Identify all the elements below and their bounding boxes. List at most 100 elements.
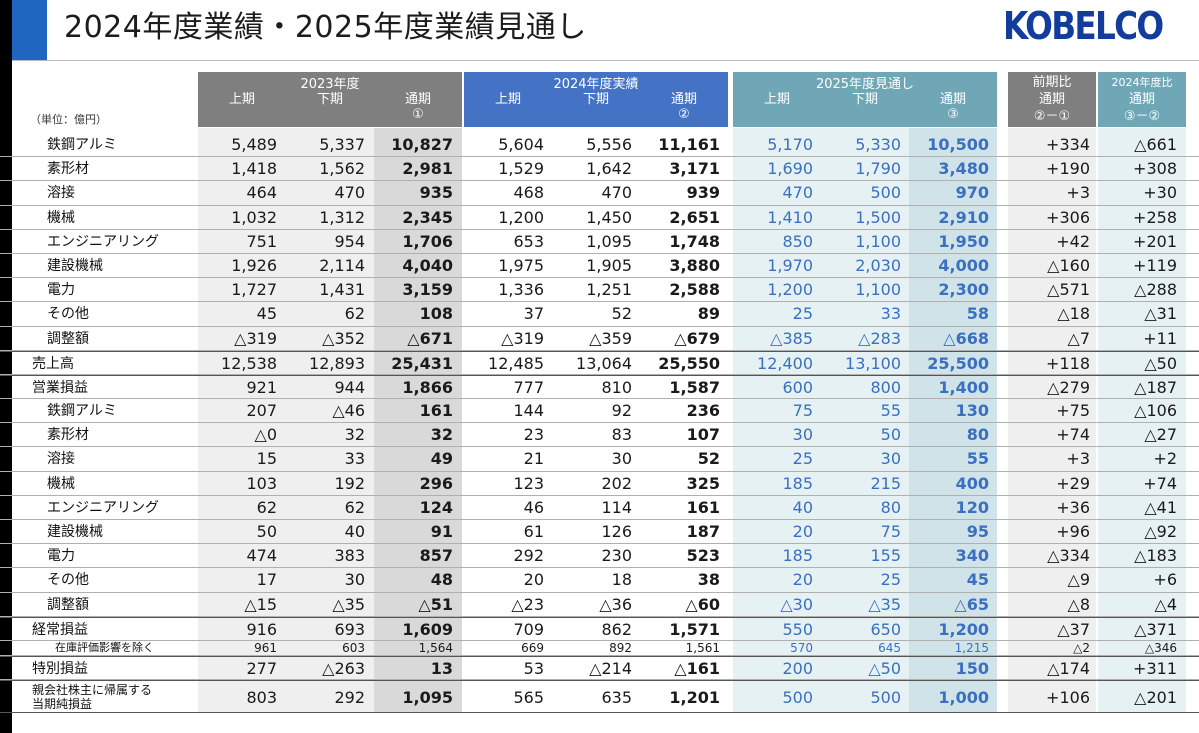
table-cell: 46 [523,497,544,517]
header-prev-diff-sub2: ②－① [1033,109,1071,124]
table-cell: △51 [418,594,453,614]
table-cell: 12,538 [221,353,277,373]
table-cell: 1,418 [231,159,277,179]
table-cell: 550 [782,619,813,639]
table-cell: 635 [601,688,632,708]
table-cell: 185 [782,473,813,493]
title-accent-bar [12,0,47,60]
table-cell: 1,561 [685,640,720,655]
table-cell: +118 [1046,353,1090,373]
table-cell: 1,336 [498,280,544,300]
table-cell: △35 [332,594,365,614]
table-cell: +119 [1133,255,1177,275]
table-cell: 12,485 [488,353,544,373]
table-cell: +311 [1133,658,1177,678]
table-cell: 1,790 [855,159,901,179]
row-label: 親会社株主に帰属する 当期純損益 [32,683,152,711]
table-cell: 126 [601,522,632,541]
table-cell: 103 [246,473,277,493]
table-cell: 810 [601,377,632,397]
table-cell: 3,171 [669,159,720,179]
row-label: 溶接 [47,185,75,202]
table-cell: 3,159 [402,280,453,300]
table-cell: 1,215 [954,640,989,655]
table-cell: 10,827 [391,135,453,154]
table-cell: 55 [966,449,989,469]
table-cell: △30 [780,594,813,614]
table-cell: 20 [792,522,813,541]
table-cell: +2 [1153,449,1177,469]
table-cell: 4,040 [402,255,453,275]
table-cell: 1,748 [669,231,720,251]
table-row: エンジニアリング 62 62 124 46 114 161 40 80 120 +36 △41 [0,496,1199,520]
table-cell: 1,431 [319,280,365,300]
table-cell: 18 [611,570,632,590]
table-cell: △2 [1073,640,1090,655]
table-cell: +190 [1046,159,1090,179]
header-fy-diff: 2024年度比 通期 ③－② [1098,72,1186,127]
table-cell: △4 [1154,594,1177,614]
table-cell: △352 [322,328,365,348]
table-cell: 470 [334,183,365,203]
table-cell: △661 [1134,135,1177,154]
table-cell: 693 [334,619,365,639]
table-row: 溶接 15 33 49 21 30 52 25 30 55 +3 +2 [0,447,1199,472]
table-cell: △174 [1047,658,1090,678]
table-cell: △279 [1047,377,1090,397]
table-cell: +201 [1133,231,1177,251]
table-cell: △37 [1057,619,1090,639]
table-cell: 1,200 [498,207,544,227]
prev-diff-column-bg [1008,128,1096,713]
row-label-line1: 親会社株主に帰属する [32,683,153,698]
table-cell: 11,161 [658,135,720,154]
table-cell: 1,200 [938,619,989,639]
row-label: エンジニアリング [47,499,159,516]
table-cell: 89 [697,304,720,324]
table-cell: 669 [521,640,544,655]
table-cell: 1,500 [855,207,901,227]
table-cell: 2,300 [938,280,989,300]
header-prev-diff-title: 前期比 [1032,75,1072,90]
header-fy2024-full: 通期 ② [640,92,728,122]
row-label: 経常損益 [32,621,88,638]
table-cell: 21 [523,449,544,469]
table-cell: 62 [256,497,277,517]
table-cell: +3 [1066,449,1090,469]
table-cell: +30 [1143,183,1177,203]
table-cell: △160 [1047,255,1090,275]
header-fy2024-h2: 下期 [582,92,609,107]
table-cell: 55 [880,401,901,421]
table-cell: 10,500 [927,135,989,154]
table-row: 電力 1,727 1,431 3,159 1,336 1,251 2,588 1,200 1,1… [0,278,1199,303]
table-cell: 1,095 [402,688,453,708]
table-cell: 1,564 [418,640,453,655]
header-fy2024: 2024年度実績 上期 下期 通期 ② [464,72,728,127]
table-cell: 650 [870,619,901,639]
table-cell: 91 [430,522,453,541]
table-cell: 49 [430,449,453,469]
table-cell: △161 [674,658,720,678]
row-label: エンジニアリング [47,233,159,250]
table-cell: 500 [782,688,813,708]
table-cell: 970 [955,183,989,203]
table-row: 特別損益 277 △263 13 53 △214 △161 200 △50 150 △174 +311 [0,655,1199,681]
table-cell: 50 [880,425,901,445]
table-cell: △679 [674,328,720,348]
table-cell: 207 [246,401,277,421]
header-fy2024-full-label: 通期 [670,92,697,107]
table-cell: 777 [513,377,544,397]
table-cell: 944 [334,377,365,397]
table-cell: 33 [880,304,901,324]
table-cell: 645 [878,640,901,655]
table-row: 電力 474 383 857 292 230 523 185 155 340 △334 △183 [0,544,1199,569]
title-divider [12,60,1199,61]
table-cell: △106 [1134,401,1177,421]
table-cell: 62 [344,304,365,324]
table-cell: 709 [513,619,544,639]
table-cell: +36 [1056,497,1090,517]
table-cell: 340 [955,546,989,566]
row-label: 電力 [47,548,75,565]
table-cell: △371 [1134,619,1177,639]
table-cell: 187 [686,522,720,541]
table-cell: 500 [870,688,901,708]
